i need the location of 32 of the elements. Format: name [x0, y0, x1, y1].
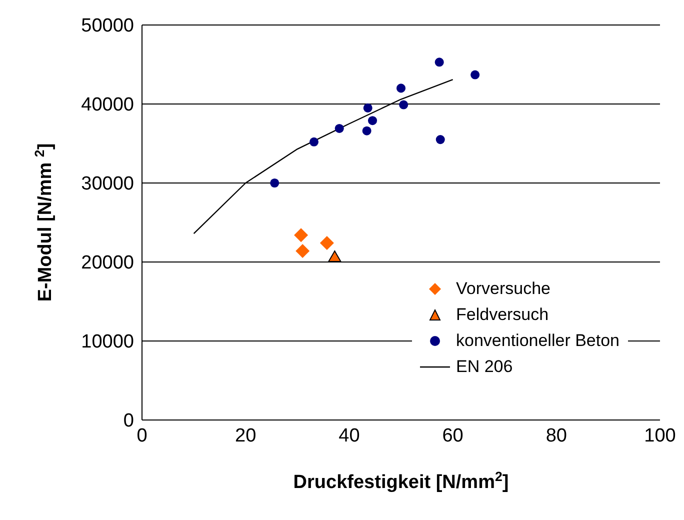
y-tick-label: 40000 — [81, 94, 134, 116]
legend-label: Vorversuche — [456, 278, 550, 300]
legend-label: Feldversuch — [456, 304, 549, 326]
x-tick-label: 20 — [235, 425, 256, 446]
point — [296, 244, 310, 258]
point — [470, 70, 480, 80]
x-tick-label: 80 — [546, 425, 567, 446]
point — [399, 100, 408, 110]
point — [334, 124, 344, 133]
point — [436, 135, 445, 144]
y-tick-label: 30000 — [81, 174, 134, 195]
x-tick-label: 40 — [338, 425, 360, 446]
x-tick-label: 60 — [442, 425, 464, 446]
y-tick-label: 20000 — [81, 252, 134, 274]
legend-label: EN 206 — [456, 356, 513, 378]
x-tick-label: 0 — [136, 425, 148, 446]
y-tick-label: 0 — [123, 410, 134, 432]
point — [363, 103, 372, 112]
point — [362, 126, 372, 136]
point — [309, 137, 318, 146]
point — [294, 228, 308, 242]
y-tick-label: 10000 — [81, 332, 134, 353]
point — [320, 236, 334, 250]
legend-label: konventioneller Beton — [456, 330, 620, 352]
x-tick-label: 100 — [644, 425, 676, 446]
point — [396, 84, 406, 93]
point — [328, 250, 342, 262]
y-tick-label: 50000 — [81, 16, 134, 37]
x-axis-title: Druckfestigkeit [N/mm$^{2}$] — [293, 468, 509, 493]
point — [270, 178, 280, 188]
point — [368, 116, 378, 126]
point — [434, 58, 444, 67]
